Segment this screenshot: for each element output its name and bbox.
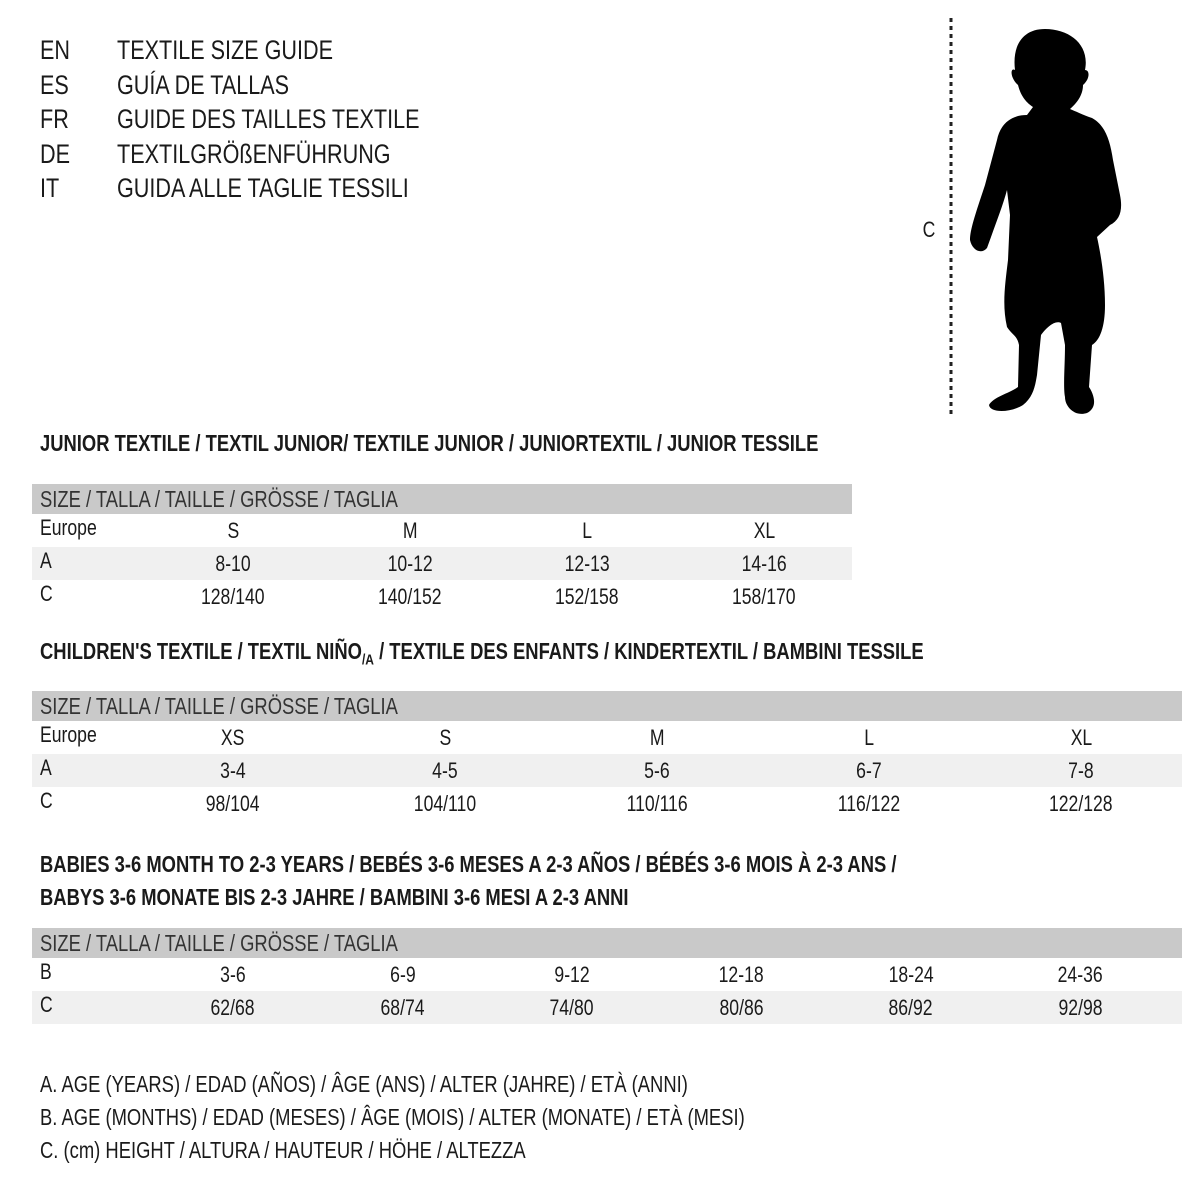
table-header: SIZE / TALLA / TAILLE / GRÖSSE / TAGLIA: [32, 928, 1182, 958]
table-cell: 8-10: [215, 551, 251, 576]
language-code: IT: [40, 173, 60, 203]
language-title: TEXTILGRÖßENFÜHRUNG: [117, 138, 391, 169]
language-title: GUIDE DES TAILLES TEXTILE: [117, 104, 420, 134]
row-label: A: [40, 755, 52, 780]
table-cell: 10-12: [387, 551, 433, 576]
table-cell: 14-16: [741, 551, 787, 576]
row-label: C: [40, 788, 53, 813]
table-cell: 7-8: [1068, 758, 1094, 783]
table-cell: XL: [1070, 725, 1092, 750]
measure-label-c: C: [922, 217, 936, 242]
table-row: A 3-4 4-5 5-6 6-7 7-8: [32, 754, 1182, 787]
table-cell: S: [227, 518, 239, 543]
legend-line: C. (cm) HEIGHT / ALTURA / HAUTEUR / HÖHE…: [40, 1137, 526, 1163]
table-row: C 128/140 140/152 152/158 158/170: [32, 580, 852, 613]
language-code: EN: [40, 35, 71, 65]
table-header: SIZE / TALLA / TAILLE / GRÖSSE / TAGLIA: [32, 691, 1182, 721]
table-cell: 4-5: [432, 758, 458, 783]
table-cell: L: [864, 725, 874, 750]
table-row: Europe XS S M L XL: [32, 721, 1182, 754]
table-cell: 74/80: [549, 995, 595, 1020]
junior-section-title: JUNIOR TEXTILE / TEXTIL JUNIOR/ TEXTILE …: [40, 430, 819, 456]
table-row: C 98/104 104/110 110/116 116/122 122/128: [32, 787, 1182, 820]
language-title: TEXTILE SIZE GUIDE: [117, 35, 334, 65]
children-size-table: SIZE / TALLA / TAILLE / GRÖSSE / TAGLIA E…: [32, 691, 1182, 820]
table-cell: 24-36: [1057, 962, 1104, 987]
row-label: B: [40, 959, 52, 984]
table-cell: M: [402, 518, 418, 543]
row-label: C: [40, 992, 53, 1017]
table-cell: M: [649, 725, 665, 750]
table-row: Europe S M L XL: [32, 514, 852, 547]
table-cell: 92/98: [1058, 995, 1103, 1020]
table-cell: L: [582, 518, 592, 543]
language-title: GUIDA ALLE TAGLIE TESSILI: [117, 173, 409, 203]
table-cell: 128/140: [201, 584, 265, 609]
table-cell: 140/152: [378, 584, 442, 609]
language-code: DE: [40, 138, 71, 169]
legend-line: A. AGE (YEARS) / EDAD (AÑOS) / ÂGE (ANS)…: [40, 1071, 688, 1097]
table-row: A 8-10 10-12 12-13 14-16: [32, 547, 852, 580]
children-section-title: CHILDREN'S TEXTILE / TEXTIL NIÑO/A / TEX…: [40, 638, 924, 669]
table-cell: 62/68: [210, 995, 256, 1020]
table-cell: 152/158: [555, 584, 619, 609]
row-label: A: [40, 548, 52, 573]
table-cell: 12-13: [564, 551, 610, 576]
table-cell: 104/110: [413, 791, 477, 816]
language-title: GUÍA DE TALLAS: [117, 69, 290, 100]
table-cell: 5-6: [644, 758, 670, 783]
table-cell: 9-12: [554, 962, 590, 987]
table-cell: S: [439, 725, 451, 750]
language-code: ES: [40, 69, 69, 100]
child-silhouette-icon: [949, 18, 1122, 415]
row-label: C: [40, 581, 53, 606]
table-cell: XS: [221, 725, 245, 750]
legend-line: B. AGE (MONTHS) / EDAD (MESES) / ÂGE (MO…: [40, 1104, 745, 1130]
babies-section-title: BABIES 3-6 MONTH TO 2-3 YEARS / BEBÉS 3-…: [40, 851, 897, 910]
table-cell: 18-24: [888, 962, 934, 987]
table-cell: 6-7: [856, 758, 882, 783]
table-cell: 98/104: [206, 791, 260, 816]
table-row: B 3-6 6-9 9-12 12-18 18-24 24-36: [32, 958, 1182, 991]
row-label: Europe: [40, 722, 97, 747]
table-cell: 110/116: [626, 791, 688, 816]
height-figure: C: [915, 15, 1155, 420]
junior-size-table: SIZE / TALLA / TAILLE / GRÖSSE / TAGLIA E…: [32, 484, 852, 613]
table-cell: 3-6: [220, 962, 246, 987]
table-header: SIZE / TALLA / TAILLE / GRÖSSE / TAGLIA: [32, 484, 852, 514]
table-cell: 86/92: [888, 995, 934, 1020]
table-cell: 68/74: [380, 995, 425, 1020]
table-cell: 158/170: [732, 584, 796, 609]
table-row: C 62/68 68/74 74/80 80/86 86/92 92/98: [32, 991, 1182, 1024]
table-cell: XL: [753, 518, 775, 543]
table-cell: 3-4: [220, 758, 246, 783]
table-cell: 12-18: [718, 962, 765, 987]
table-cell: 6-9: [389, 962, 416, 987]
table-cell: 80/86: [719, 995, 764, 1020]
language-code: FR: [40, 104, 69, 134]
table-cell: 122/128: [1049, 791, 1113, 816]
row-label: Europe: [40, 515, 97, 540]
babies-size-table: SIZE / TALLA / TAILLE / GRÖSSE / TAGLIA B…: [32, 928, 1182, 1024]
table-cell: 116/122: [837, 791, 901, 816]
